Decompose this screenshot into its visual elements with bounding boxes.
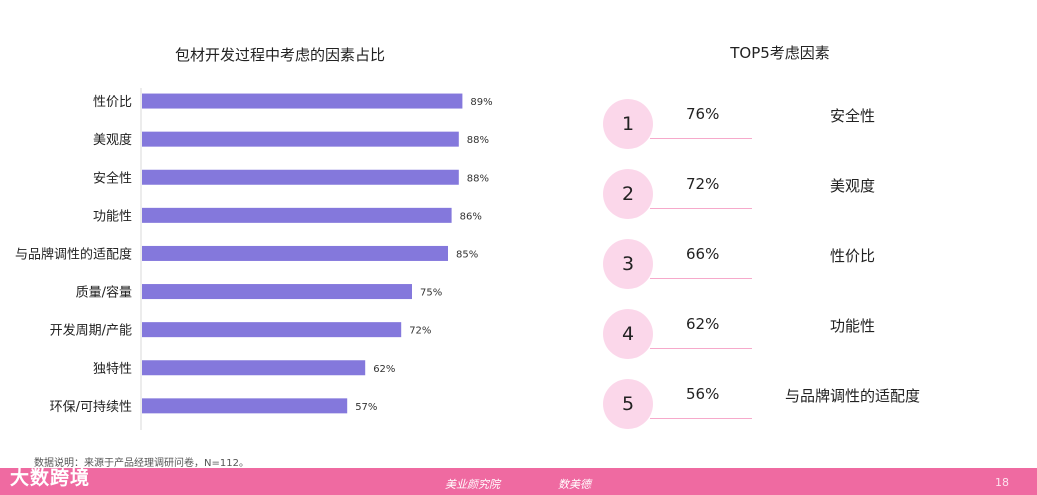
category-label: 环保/可持续性 <box>50 400 132 415</box>
category-label: 独特性 <box>93 362 132 377</box>
rank-factor: 与品牌调性的适配度 <box>784 387 920 405</box>
footer-bar <box>0 468 1037 495</box>
rank-factor: 美观度 <box>829 177 875 195</box>
top5-title: TOP5考虑因素 <box>730 44 830 62</box>
rank-percent: 56% <box>686 385 720 403</box>
bar <box>142 245 448 261</box>
rank-underline <box>650 138 752 139</box>
rank-circle: 2 <box>603 169 653 219</box>
top5-item: 2 72% 美观度 <box>600 169 940 229</box>
rank-underline <box>650 348 752 349</box>
top5-item: 3 66% 性价比 <box>600 239 940 299</box>
rank-factor: 安全性 <box>829 107 875 125</box>
bar <box>142 169 459 185</box>
footer-logo: 大数跨境 <box>10 467 91 489</box>
chart-title: 包材开发过程中考虑的因素占比 <box>174 46 385 64</box>
value-label: 85% <box>456 249 478 260</box>
bar <box>142 207 452 223</box>
rank-factor: 功能性 <box>829 317 875 335</box>
rank-percent: 72% <box>686 175 720 193</box>
page-number: 18 <box>995 476 1009 489</box>
category-label: 开发周期/产能 <box>50 323 132 339</box>
category-label: 安全性 <box>93 170 132 186</box>
bar <box>142 93 463 109</box>
bar <box>142 398 348 414</box>
value-label: 86% <box>460 211 482 222</box>
bar-chart: 性价比 89% 美观度 88% 安全性 88% 功能性 86% 与品牌调性的适配度 85% 质量/容… <box>15 88 493 430</box>
rank-underline <box>650 278 752 279</box>
bar <box>142 360 366 376</box>
top5-item: 4 62% 功能性 <box>600 309 940 369</box>
rank-circle: 5 <box>603 379 653 429</box>
rank-factor: 性价比 <box>829 247 875 265</box>
top5-item: 5 56% 与品牌调性的适配度 <box>600 379 940 439</box>
rank-underline <box>650 208 752 209</box>
rank-circle: 1 <box>603 99 653 149</box>
bar <box>142 131 459 147</box>
value-label: 75% <box>420 288 442 299</box>
rank-underline <box>650 418 752 419</box>
top5-item: 1 76% 安全性 <box>600 99 940 159</box>
category-label: 性价比 <box>93 95 132 110</box>
value-label: 88% <box>467 135 489 146</box>
bar <box>142 284 412 300</box>
footer-brand-mark: 美业颜究院 <box>445 478 500 491</box>
footnote: 数据说明：来源于产品经理调研问卷，N=112。 <box>34 458 249 469</box>
category-label: 美观度 <box>93 132 132 148</box>
value-label: 62% <box>373 364 395 375</box>
value-label: 72% <box>409 326 431 337</box>
bar <box>142 322 402 338</box>
category-label: 与品牌调性的适配度 <box>15 246 132 262</box>
footer-brand-mark: 数美德 <box>558 478 591 491</box>
value-label: 89% <box>470 97 492 108</box>
rank-percent: 76% <box>686 105 720 123</box>
rank-circle: 3 <box>603 239 653 289</box>
value-label: 57% <box>355 402 377 413</box>
rank-percent: 62% <box>686 315 720 333</box>
rank-percent: 66% <box>686 245 720 263</box>
category-label: 质量/容量 <box>76 285 132 301</box>
category-label: 功能性 <box>93 209 132 224</box>
value-label: 88% <box>467 173 489 184</box>
rank-circle: 4 <box>603 309 653 359</box>
